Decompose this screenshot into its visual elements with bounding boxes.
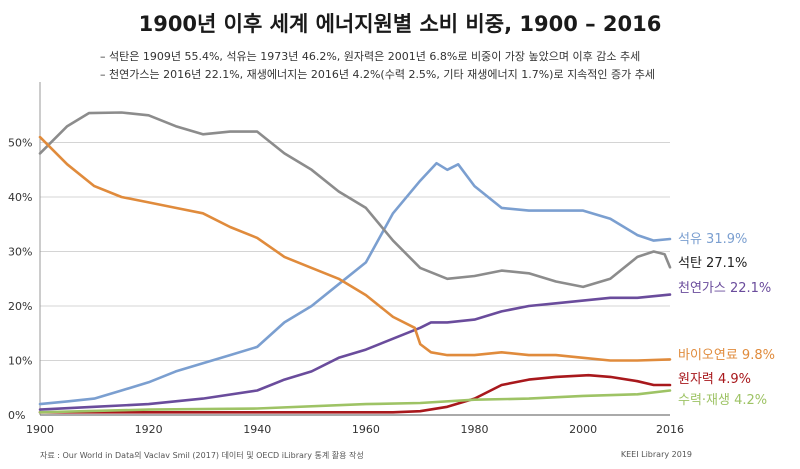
note-1: – 석탄은 1909년 55.4%, 석유는 1973년 46.2%, 원자력은… [100, 50, 641, 63]
series-line [38, 293, 672, 411]
series-line [38, 373, 672, 414]
credit: KEEI Library 2019 [620, 450, 692, 459]
x-tick-label: 2016 [656, 423, 684, 436]
series-line [38, 161, 672, 406]
series-label: 원자력 4.9% [678, 372, 751, 387]
x-tick-label: 1960 [352, 423, 380, 436]
y-tick-label: 30% [8, 246, 32, 259]
page-title: 1900년 이후 세계 에너지원별 소비 비중, 1900 – 2016 [138, 12, 662, 36]
y-tick-label: 20% [8, 300, 32, 313]
series-label: 석탄 27.1% [678, 256, 747, 271]
source-note: 자료 : Our World in Data의 Vaclav Smil (201… [40, 451, 364, 460]
series-label: 바이오연료 9.8% [678, 348, 775, 363]
series-line [38, 111, 672, 289]
series-label: 석유 31.9% [678, 232, 747, 247]
x-tick-label: 1920 [135, 423, 163, 436]
y-tick-label: 40% [8, 191, 32, 204]
y-tick-label: 10% [8, 355, 32, 368]
series-line [38, 389, 672, 414]
notes: – 석탄은 1909년 55.4%, 석유는 1973년 46.2%, 원자력은… [100, 48, 655, 84]
y-tick-label: 50% [8, 137, 32, 150]
x-tick-label: 1980 [460, 423, 488, 436]
series-label: 수력·재생 4.2% [678, 393, 767, 408]
series-line [38, 135, 672, 362]
x-tick-label: 1940 [243, 423, 271, 436]
y-tick-label: 0% [8, 409, 25, 422]
x-tick-label: 2000 [569, 423, 597, 436]
series-label: 천연가스 22.1% [678, 281, 771, 296]
note-2: – 천연가스는 2016년 22.1%, 재생에너지는 2016년 4.2%(수… [100, 68, 656, 81]
x-tick-label: 1900 [26, 423, 54, 436]
